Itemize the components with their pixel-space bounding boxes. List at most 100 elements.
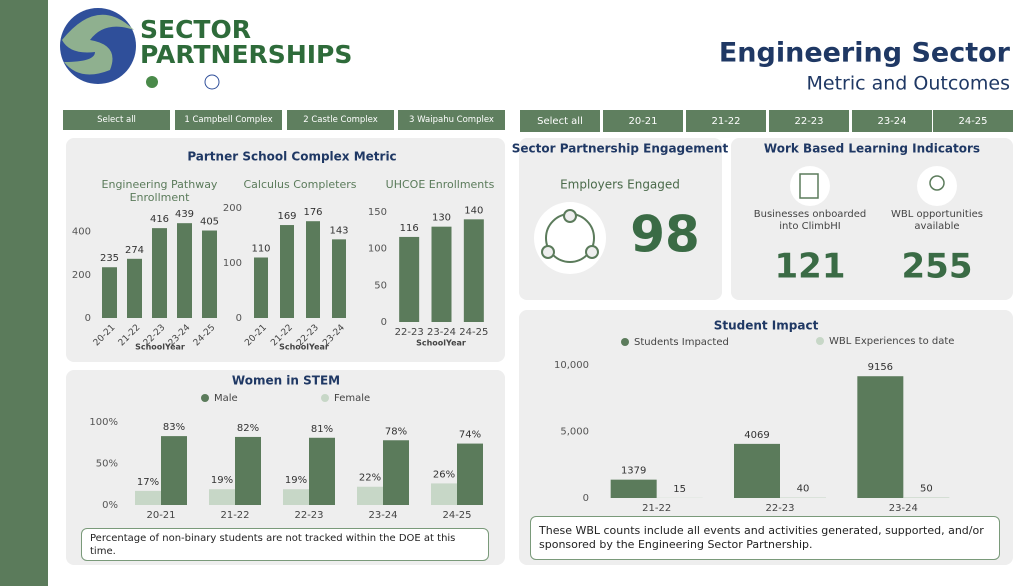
chart-title: Student Impact <box>714 319 819 333</box>
note: These WBL counts include all events and … <box>530 516 1000 560</box>
filter-button[interactable]: 3 Waipahu Complex <box>398 110 505 130</box>
page-title: Engineering Sector <box>719 38 1011 69</box>
bar <box>309 437 335 505</box>
panel-title: Sector Partnership Engagement <box>512 142 729 156</box>
filter-button[interactable]: 23-24 <box>852 110 932 132</box>
logo-text: PARTNERSHIPS <box>140 40 352 69</box>
bar <box>383 440 409 505</box>
bar <box>431 226 452 322</box>
bar <box>306 221 320 318</box>
bar <box>857 376 904 498</box>
logo-text: SECTOR <box>140 15 251 44</box>
y-tick-label: 0 <box>583 493 589 504</box>
page-subtitle: Metric and Outcomes <box>806 73 1010 95</box>
y-tick-label: 0 <box>236 313 242 324</box>
bar <box>135 490 161 505</box>
bar <box>161 436 187 505</box>
data-label: 74% <box>459 430 481 441</box>
kpi-label: Businesses onboarded into ClimbHI <box>753 209 867 232</box>
y-tick-label: 0 <box>85 313 91 324</box>
data-label: 274 <box>125 245 144 256</box>
filter-button[interactable]: 2 Castle Complex <box>287 110 394 130</box>
bar <box>209 489 235 505</box>
data-label: 78% <box>385 426 407 437</box>
wbl-icons <box>790 166 957 206</box>
kpi-label: WBL opportunities available <box>891 209 983 232</box>
chart-title: UHCOE Enrollments <box>385 178 495 191</box>
filter-button[interactable]: 1 Campbell Complex <box>175 110 282 130</box>
y-tick-label: 200 <box>223 203 242 214</box>
x-tick-label: 21-22 <box>642 503 671 514</box>
data-label: 26% <box>433 469 455 480</box>
y-tick-label: 100 <box>223 258 242 269</box>
chart-title: Engineering Pathway Enrollment <box>101 178 218 205</box>
x-tick-label: 22-23 <box>395 327 424 338</box>
x-tick-label: 23-24 <box>889 503 918 514</box>
panel-title: Partner School Complex Metric <box>187 150 396 164</box>
filter-button[interactable]: 21-22 <box>686 110 766 132</box>
bar <box>280 225 294 318</box>
bar <box>457 443 483 505</box>
x-tick-label: 20-21 <box>146 510 175 521</box>
chart-title: Women in STEM <box>232 374 340 388</box>
filter-button[interactable]: 20-21 <box>603 110 683 132</box>
data-label: 19% <box>211 475 233 486</box>
bar <box>283 489 309 505</box>
bar <box>357 486 383 505</box>
panel <box>519 310 1013 565</box>
legend-label: WBL Experiences to date <box>829 336 954 347</box>
x-tick-label: 21-22 <box>220 510 249 521</box>
data-label: 439 <box>175 209 194 220</box>
data-label: 9156 <box>868 362 893 373</box>
filter-button[interactable]: 24-25 <box>933 110 1013 132</box>
bar <box>399 236 420 322</box>
y-tick-label: 100% <box>89 417 118 428</box>
logo <box>60 8 220 90</box>
legend-label: Male <box>214 393 238 404</box>
chart-title: Calculus Completers <box>243 178 357 191</box>
filter-button[interactable]: Select all <box>520 110 600 132</box>
legend-label: Students Impacted <box>634 337 729 348</box>
data-label: 15 <box>673 484 686 495</box>
bar <box>127 258 142 318</box>
bar <box>903 497 950 498</box>
bar <box>431 483 457 505</box>
x-tick-label: 22-23 <box>294 510 323 521</box>
filter-button[interactable]: 22-23 <box>769 110 849 132</box>
bar <box>610 479 657 498</box>
bar <box>780 497 826 498</box>
data-label: 81% <box>311 424 333 435</box>
legend-label: Female <box>334 393 370 404</box>
y-tick-label: 150 <box>368 207 387 218</box>
employers-icon <box>534 202 606 274</box>
panel-title: Work Based Learning Indicators <box>764 142 980 156</box>
bar <box>102 267 117 318</box>
data-label: 143 <box>329 225 348 236</box>
y-tick-label: 100 <box>368 244 387 255</box>
note: Percentage of non-binary students are no… <box>81 528 489 561</box>
x-tick-label: 24-25 <box>442 510 471 521</box>
bar <box>202 230 217 318</box>
data-label: 110 <box>251 244 270 255</box>
x-axis-label: SchoolYear <box>279 343 329 352</box>
y-tick-label: 400 <box>72 227 91 238</box>
x-tick-label: 22-23 <box>765 503 794 514</box>
data-label: 4069 <box>744 430 769 441</box>
data-label: 416 <box>150 214 169 225</box>
bar <box>177 223 192 318</box>
data-label: 40 <box>797 483 810 494</box>
side-bar <box>0 0 48 586</box>
legend-marker <box>816 337 824 345</box>
y-tick-label: 0% <box>102 500 118 511</box>
kpi-label: Employers Engaged <box>560 178 680 192</box>
data-label: 50 <box>920 483 933 494</box>
filter-button[interactable]: Select all <box>63 110 170 130</box>
bar <box>235 436 261 505</box>
y-tick-label: 50% <box>96 459 118 470</box>
data-label: 235 <box>100 253 119 264</box>
y-tick-label: 5,000 <box>560 427 589 438</box>
bar <box>332 239 346 318</box>
kpi-value: 121 <box>775 247 846 287</box>
